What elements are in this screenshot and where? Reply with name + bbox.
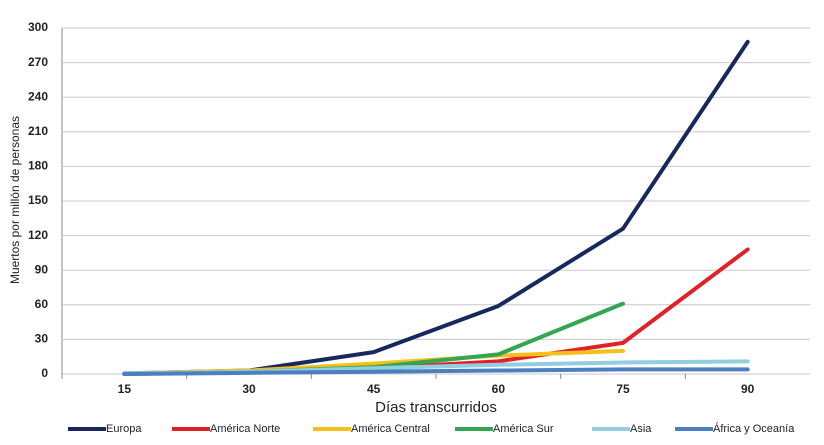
legend-label: Europa — [106, 423, 142, 435]
y-tick-label: 150 — [28, 193, 48, 207]
y-tick-label: 180 — [28, 159, 48, 173]
y-tick-label: 210 — [28, 124, 48, 138]
series-line — [122, 39, 750, 376]
x-tick-label: 75 — [616, 382, 630, 396]
series-line — [122, 247, 750, 376]
legend-label: Asia — [630, 423, 652, 435]
y-tick-label: 300 — [28, 20, 48, 34]
y-tick-label: 120 — [28, 228, 48, 242]
x-axis-title: Días transcurridos — [375, 399, 497, 416]
y-tick-label: 60 — [35, 297, 49, 311]
y-tick-label: 30 — [35, 332, 49, 346]
x-tick-label: 15 — [118, 382, 132, 396]
x-tick-label: 30 — [242, 382, 256, 396]
legend-label: África y Oceanía — [713, 422, 795, 435]
x-tick-label: 45 — [367, 382, 381, 396]
y-tick-label: 0 — [41, 366, 48, 380]
y-tick-label: 270 — [28, 55, 48, 69]
y-axis-title: Muertos por millón de personas — [8, 116, 22, 284]
x-tick-label: 90 — [741, 382, 755, 396]
x-tick-label: 60 — [492, 382, 506, 396]
legend-label: América Sur — [493, 423, 554, 435]
series-line — [122, 367, 750, 376]
y-tick-label: 90 — [35, 262, 49, 276]
legend-label: América Norte — [210, 423, 280, 435]
y-tick-label: 240 — [28, 89, 48, 103]
legend-label: América Central — [351, 423, 430, 435]
